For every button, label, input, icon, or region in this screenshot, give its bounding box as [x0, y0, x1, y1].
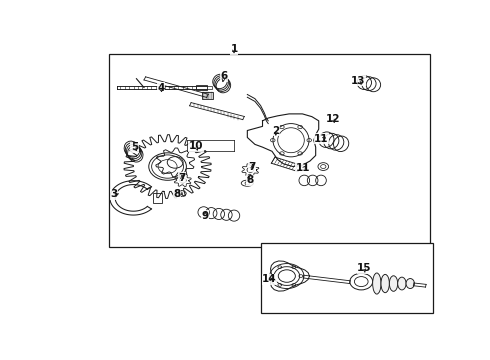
Text: 8: 8 — [173, 189, 181, 199]
Text: 5: 5 — [131, 142, 138, 152]
Text: 2: 2 — [272, 126, 279, 135]
Bar — [109, 54, 430, 247]
Bar — [196, 85, 207, 90]
Text: 15: 15 — [357, 263, 371, 273]
Text: 7: 7 — [178, 173, 186, 183]
Text: 1: 1 — [230, 44, 238, 54]
Ellipse shape — [406, 279, 415, 288]
Bar — [202, 92, 213, 99]
Ellipse shape — [381, 274, 390, 293]
Text: 10: 10 — [189, 141, 203, 151]
Text: 9: 9 — [201, 211, 208, 221]
Text: 11: 11 — [296, 163, 310, 174]
Text: 7: 7 — [248, 162, 256, 172]
Ellipse shape — [372, 273, 381, 294]
Text: 4: 4 — [157, 82, 165, 93]
Text: 13: 13 — [351, 76, 366, 86]
Text: 8: 8 — [247, 175, 254, 185]
Ellipse shape — [398, 277, 406, 290]
Ellipse shape — [390, 276, 398, 291]
Text: 11: 11 — [314, 134, 329, 144]
Bar — [207, 86, 212, 89]
Text: 14: 14 — [262, 274, 277, 284]
Text: 3: 3 — [110, 189, 117, 199]
Bar — [261, 243, 434, 314]
Text: 12: 12 — [325, 114, 340, 123]
Text: 6: 6 — [220, 72, 227, 81]
Bar — [153, 193, 162, 203]
